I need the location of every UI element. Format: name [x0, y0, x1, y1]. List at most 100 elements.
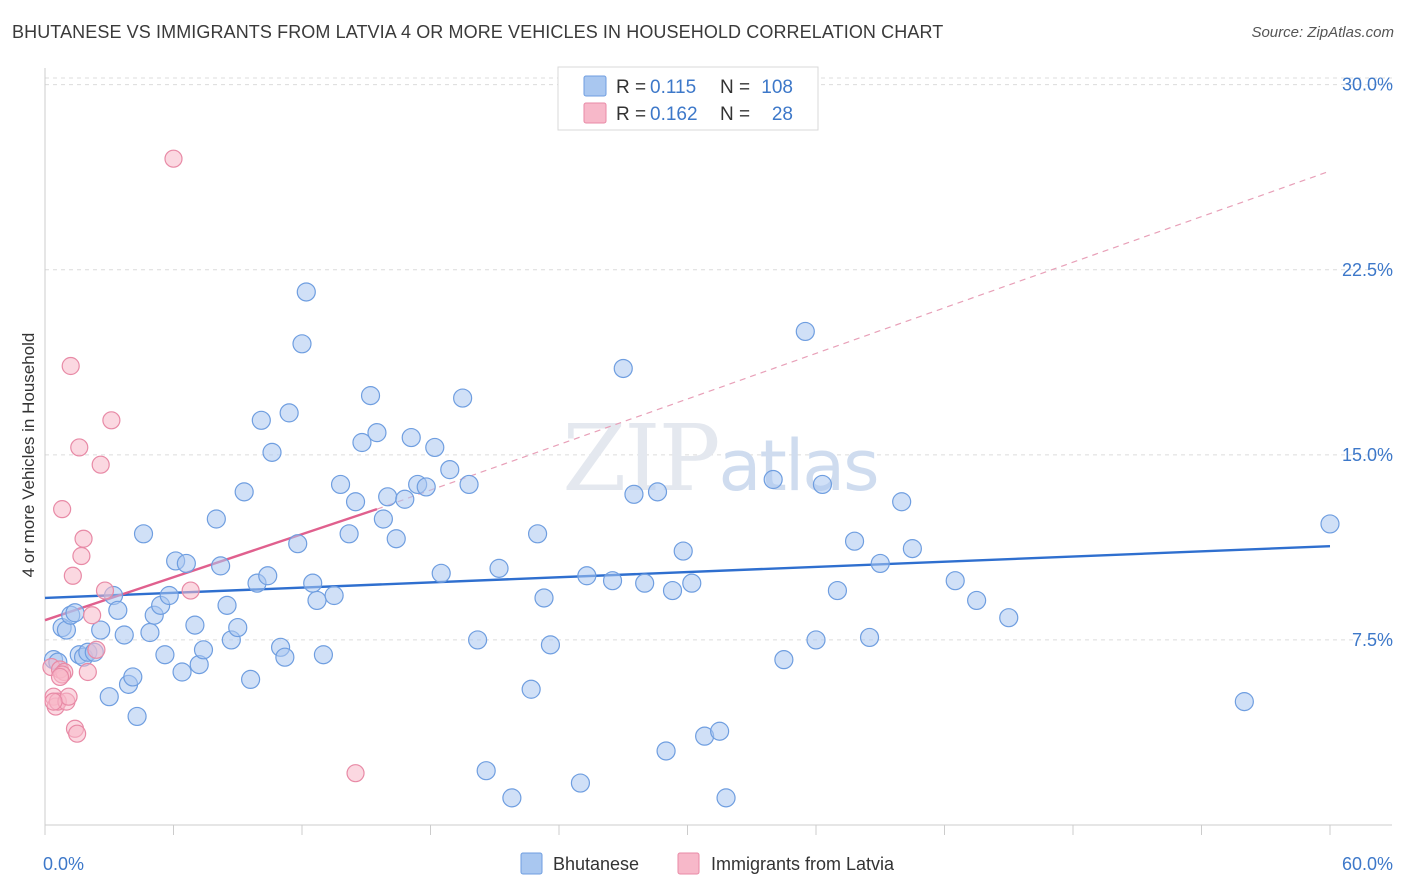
bhutanese-point: [673, 541, 693, 561]
bhutanese-point: [662, 580, 683, 601]
bhutanese-point: [386, 529, 406, 549]
latvia-point: [102, 411, 121, 430]
bhutanese-point: [453, 388, 473, 408]
bhutanese-point: [275, 647, 295, 667]
latvia-point: [72, 546, 91, 566]
bhutanese-point: [902, 539, 922, 559]
y-tick-label: 15.0%: [1342, 445, 1393, 465]
bhutanese-point: [123, 667, 143, 687]
bhutanese-point: [870, 553, 890, 574]
bhutanese-point: [127, 706, 147, 727]
bhutanese-point: [360, 386, 381, 406]
legend-n-label: N =: [720, 77, 750, 98]
bhutanese-point: [602, 571, 623, 591]
bhutanese-point: [140, 622, 160, 643]
latvia-point: [61, 356, 80, 376]
bhutanese-point: [1320, 514, 1340, 534]
bhutanese-point: [303, 573, 323, 593]
latvia-point: [95, 581, 115, 600]
bhutanese-point: [185, 615, 205, 635]
bhutanese-point: [339, 524, 359, 544]
legend-swatch-latvia: [583, 102, 607, 124]
bhutanese-point: [262, 442, 282, 462]
chart-title: BHUTANESE VS IMMIGRANTS FROM LATVIA 4 OR…: [12, 22, 944, 42]
bhutanese-point: [647, 482, 668, 502]
bottom-legend-swatch-bhutanese: [520, 852, 543, 875]
latvia-point: [164, 149, 183, 168]
bhutanese-point: [682, 573, 702, 593]
bhutanese-point: [431, 563, 451, 583]
x-tick-label: 0.0%: [43, 854, 84, 874]
bhutanese-point: [812, 474, 833, 495]
bhutanese-point: [241, 669, 261, 690]
bottom-legend-label: Immigrants from Latvia: [711, 854, 895, 874]
bhutanese-point: [172, 662, 192, 682]
bhutanese-point: [859, 627, 880, 648]
bhutanese-point: [292, 334, 312, 354]
latvia-point: [91, 455, 110, 474]
bhutanese-point: [228, 617, 248, 638]
bhutanese-point: [251, 410, 271, 430]
y-tick-label: 7.5%: [1352, 630, 1393, 650]
bhutanese-point: [763, 469, 783, 490]
bhutanese-point: [206, 509, 226, 529]
bhutanese-point: [324, 585, 344, 606]
bhutanese-point: [330, 474, 351, 495]
bhutanese-point: [373, 509, 393, 529]
bhutanese-point: [401, 427, 421, 448]
bhutanese-point: [489, 558, 509, 578]
bhutanese-point: [527, 524, 548, 544]
bhutanese-point: [288, 534, 308, 554]
latvia-trend-extension: [376, 170, 1331, 510]
bhutanese-point: [65, 603, 85, 623]
bhutanese-point: [844, 531, 865, 551]
bhutanese-point: [710, 721, 730, 741]
bhutanese-point: [108, 600, 128, 620]
bhutanese-point: [967, 590, 987, 611]
latvia-point: [181, 581, 200, 600]
bottom-legend: Bhutanese Immigrants from Latvia: [520, 852, 895, 875]
legend-r-label: R =: [616, 77, 646, 98]
bhutanese-point: [159, 585, 179, 606]
bhutanese-point: [114, 625, 134, 645]
y-tick-label: 30.0%: [1342, 75, 1393, 95]
bhutanese-point: [99, 687, 119, 707]
latvia-point: [44, 692, 63, 711]
bhutanese-point: [540, 635, 561, 655]
bhutanese-point: [476, 761, 496, 781]
bhutanese-point: [613, 358, 633, 379]
bhutanese-point: [827, 580, 848, 601]
bhutanese-point: [296, 282, 316, 302]
latvia-point: [63, 566, 82, 585]
bhutanese-point: [468, 630, 488, 650]
bhutanese-point: [892, 492, 912, 512]
bhutanese-point: [521, 679, 541, 699]
latvia-point: [74, 529, 93, 548]
y-tick-labels: 7.5% 15.0% 22.5% 30.0%: [1342, 75, 1393, 650]
latvia-point: [53, 500, 72, 519]
y-tick-label: 22.5%: [1342, 260, 1393, 280]
bhutanese-point: [307, 590, 327, 611]
latvia-point: [346, 764, 365, 783]
x-tick-label: 60.0%: [1342, 854, 1393, 874]
watermark-atlas: atlas: [719, 425, 878, 507]
bhutanese-point: [211, 556, 231, 576]
x-axis: 0.0% 60.0%: [43, 824, 1393, 874]
bhutanese-point: [656, 741, 676, 761]
bhutanese-point: [440, 460, 460, 480]
bottom-legend-swatch-latvia: [677, 852, 700, 875]
bhutanese-point: [1234, 692, 1254, 712]
latvia-trend-line: [44, 507, 378, 622]
bhutanese-point: [716, 788, 736, 808]
bhutanese-point: [945, 571, 965, 591]
scatter-points: [42, 149, 1340, 808]
legend: R = 0.115 N = 108 R = 0.162 N = 28: [557, 66, 819, 131]
legend-r-label: R =: [616, 104, 646, 125]
bhutanese-point: [395, 489, 415, 509]
bhutanese-point: [534, 588, 554, 608]
y-axis-label: 4 or more Vehicles in Household: [19, 333, 38, 578]
legend-r-value: 0.162: [650, 104, 698, 125]
bhutanese-point: [577, 566, 597, 586]
latvia-point: [68, 724, 87, 743]
